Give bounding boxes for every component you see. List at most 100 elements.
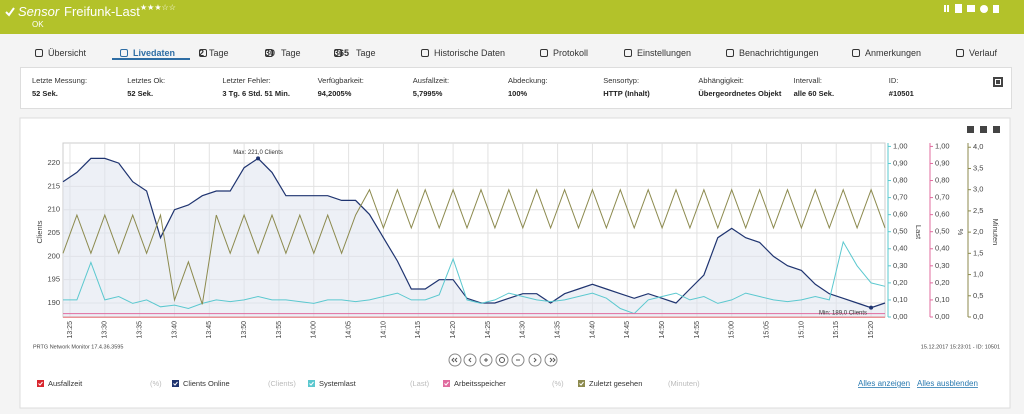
annotation-label: Max: 221,0 Clients: [233, 150, 283, 156]
info-label: Ausfallzeit:: [412, 76, 450, 85]
annotation-label: Min: 189,0 Clients: [819, 311, 867, 317]
y-tick-label: 215: [47, 181, 60, 190]
legend-name[interactable]: Systemlast: [319, 379, 357, 388]
toolbar-icons[interactable]: [944, 4, 1020, 14]
tab-label[interactable]: Übersicht: [48, 48, 87, 58]
x-tick-label: 14:15: [415, 321, 422, 339]
tab-icon[interactable]: [120, 49, 128, 57]
x-tick-label: 13:30: [102, 321, 109, 339]
tab-icon[interactable]: [265, 49, 273, 57]
tab-label[interactable]: Historische Daten: [434, 48, 506, 58]
active-tab-underline: [112, 58, 190, 60]
legend-unit: (%): [150, 379, 162, 388]
legend-check[interactable]: [579, 381, 584, 386]
tab-label[interactable]: Benachrichtigungen: [739, 48, 819, 58]
info-label: Intervall:: [793, 76, 822, 85]
tab-number[interactable]: 2: [199, 48, 205, 58]
footer-left: PRTG Network Monitor 17.4.36.3595: [33, 344, 123, 350]
pager[interactable]: [448, 353, 558, 367]
x-tick-label: 14:40: [589, 321, 596, 339]
legend-check[interactable]: [38, 381, 43, 386]
tab-icon[interactable]: [334, 49, 342, 57]
tab-icon[interactable]: [199, 49, 207, 57]
legend-checkbox[interactable]: [578, 380, 585, 387]
legend-name[interactable]: Clients Online: [183, 379, 230, 388]
info-value: alle 60 Sek.: [793, 89, 835, 98]
info-value: 52 Sek.: [127, 89, 154, 98]
tab-number[interactable]: 365: [334, 48, 350, 58]
legend-check[interactable]: [173, 381, 178, 386]
series-line: [62, 188, 886, 305]
x-tick-label: 15:15: [833, 321, 840, 339]
stars[interactable]: ★★★☆☆: [140, 3, 176, 12]
y-axis-title: Last: [914, 225, 923, 240]
x-tick-label: 13:55: [276, 321, 283, 339]
legend-name[interactable]: Arbeitsspeicher: [454, 379, 506, 388]
series-line: [62, 157, 886, 309]
legend-link[interactable]: Alles ausblenden: [917, 379, 978, 388]
tab-icon[interactable]: [35, 49, 43, 57]
tab-label[interactable]: Einstellungen: [637, 48, 692, 58]
legend-unit: (Minuten): [668, 379, 700, 388]
tab-label[interactable]: Tage: [356, 48, 376, 58]
tab-icon[interactable]: [726, 49, 734, 57]
tab-icon[interactable]: [624, 49, 632, 57]
info-value: 5,7995%: [412, 89, 443, 98]
x-tick-label: 15:10: [798, 321, 805, 339]
panel-icons[interactable]: [967, 126, 1000, 133]
info-label: Letztes Ok:: [127, 76, 166, 85]
y-tick-label: 0,30: [935, 261, 950, 270]
y-axis-title: %: [956, 229, 965, 236]
y-tick-label: 2,5: [973, 206, 983, 215]
tab-label[interactable]: Livedaten: [133, 48, 176, 58]
legend-unit: (%): [552, 379, 564, 388]
legend-checkbox[interactable]: [172, 380, 179, 387]
y-tick-label: 190: [47, 298, 60, 307]
legend-link[interactable]: Alles anzeigen: [858, 379, 910, 388]
info-label: Letzte Messung:: [32, 76, 88, 85]
y-tick-label: 0,50: [893, 227, 908, 236]
y-axis-title: Minuten: [991, 219, 1000, 246]
info-label: Letzter Fehler:: [222, 76, 271, 85]
legend-check[interactable]: [309, 381, 314, 386]
y-tick-label: 1,00: [935, 141, 950, 150]
tab-label[interactable]: Tage: [281, 48, 301, 58]
legend-check[interactable]: [444, 381, 449, 386]
info-value: 94,2005%: [317, 89, 352, 98]
y-tick-label: 0,70: [893, 193, 908, 202]
y-tick-label: 195: [47, 275, 60, 284]
tab-label[interactable]: Verlauf: [969, 48, 998, 58]
tab-icon[interactable]: [852, 49, 860, 57]
y-tick-label: 0,30: [893, 261, 908, 270]
x-tick-label: 15:00: [729, 321, 736, 339]
title-prefix: Sensor: [18, 4, 60, 19]
legend-checkbox[interactable]: [37, 380, 44, 387]
legend-checkbox[interactable]: [308, 380, 315, 387]
legend-checkbox[interactable]: [443, 380, 450, 387]
info-value: 100%: [508, 89, 528, 98]
legend-name[interactable]: Zuletzt gesehen: [589, 379, 642, 388]
y-tick-label: 0,60: [935, 210, 950, 219]
tab-icon[interactable]: [956, 49, 964, 57]
series-line: [63, 240, 886, 315]
tab-label[interactable]: Tage: [209, 48, 229, 58]
series-area: [63, 158, 885, 317]
tab-icon[interactable]: [540, 49, 548, 57]
x-tick-label: 14:05: [345, 321, 352, 339]
y-tick-label: 0,20: [935, 278, 950, 287]
tab-number[interactable]: 30: [265, 48, 276, 58]
tab-icon[interactable]: [421, 49, 429, 57]
info-label: Abdeckung:: [508, 76, 548, 85]
tab-label[interactable]: Anmerkungen: [865, 48, 922, 58]
legend-unit: (Last): [410, 379, 430, 388]
tab-label[interactable]: Protokoll: [553, 48, 589, 58]
y-tick-label: 1,00: [893, 141, 908, 150]
y-tick-label: 0,90: [893, 158, 908, 167]
y-tick-label: 0,10: [935, 295, 950, 304]
qr-icon[interactable]: [993, 77, 1003, 87]
legend-name[interactable]: Ausfallzeit: [48, 379, 83, 388]
y-tick-label: 0,10: [893, 295, 908, 304]
y-tick-label: 0,40: [893, 244, 908, 253]
